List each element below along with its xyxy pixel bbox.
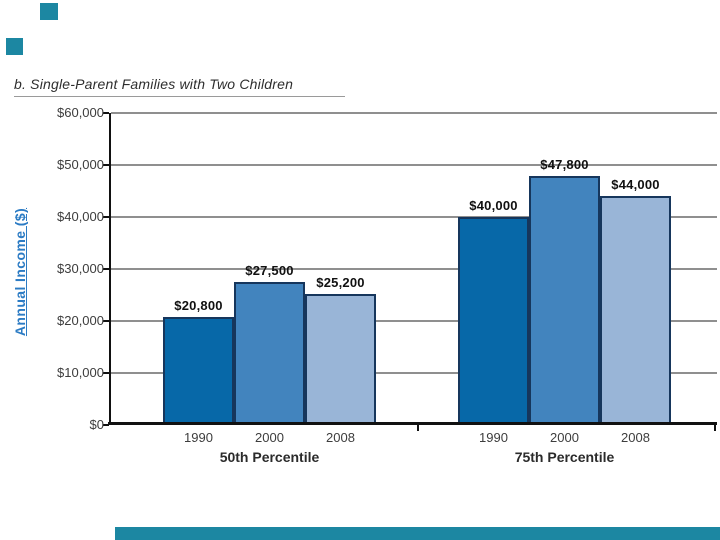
y-axis-tick [103, 424, 109, 426]
gridline [111, 372, 717, 374]
x-tick-label: 1990 [479, 430, 508, 445]
y-tick-label: $30,000 [57, 261, 104, 276]
gridline [111, 320, 717, 322]
x-axis-end-tick [714, 425, 716, 431]
y-axis-tick [103, 268, 109, 270]
y-axis-tick [103, 216, 109, 218]
y-tick-label: $20,000 [57, 313, 104, 328]
y-axis-tick [103, 164, 109, 166]
bar-value-label: $20,800 [174, 297, 223, 313]
bar-value-label: $47,800 [540, 157, 589, 173]
y-tick-label: $50,000 [57, 157, 104, 172]
bar-value-label: $40,000 [469, 198, 518, 213]
gridline [111, 216, 717, 218]
gridline [111, 164, 717, 166]
bar-1990-75th-percentile [458, 217, 529, 425]
x-axis-line [108, 422, 717, 425]
x-tick-label: 2008 [621, 430, 650, 445]
y-tick-label: $60,000 [57, 105, 104, 120]
y-tick-label: $40,000 [57, 209, 104, 224]
bar-2008-50th-percentile [305, 293, 376, 425]
bar-2000-50th-percentile [234, 282, 305, 425]
x-axis-separator-tick [417, 425, 419, 431]
y-axis-line [109, 113, 111, 425]
bar-2000-75th-percentile [529, 176, 600, 425]
chart-title: b. Single-Parent Families with Two Child… [14, 76, 345, 97]
y-axis-tick [103, 372, 109, 374]
gridline [111, 112, 717, 114]
group-label: 50th Percentile [219, 449, 320, 465]
y-axis-tick [103, 320, 109, 322]
accent-bar-bottom [115, 527, 720, 540]
bar-value-label: $27,500 [245, 263, 294, 278]
group-label: 75th Percentile [514, 449, 615, 465]
bar-value-label: $44,000 [611, 177, 660, 193]
accent-square-top [40, 3, 58, 20]
y-tick-label: $0 [89, 417, 104, 432]
x-tick-label: 1990 [184, 430, 213, 445]
bar-2008-75th-percentile [600, 196, 671, 425]
bar-1990-50th-percentile [163, 316, 234, 425]
x-tick-label: 2008 [326, 430, 355, 445]
bar-value-label: $25,200 [316, 274, 365, 290]
y-tick-label: $10,000 [57, 365, 104, 380]
accent-square-left [6, 38, 23, 55]
x-tick-label: 2000 [550, 430, 579, 445]
gridline [111, 268, 717, 270]
y-axis-tick [103, 112, 109, 114]
x-tick-label: 2000 [255, 430, 284, 445]
